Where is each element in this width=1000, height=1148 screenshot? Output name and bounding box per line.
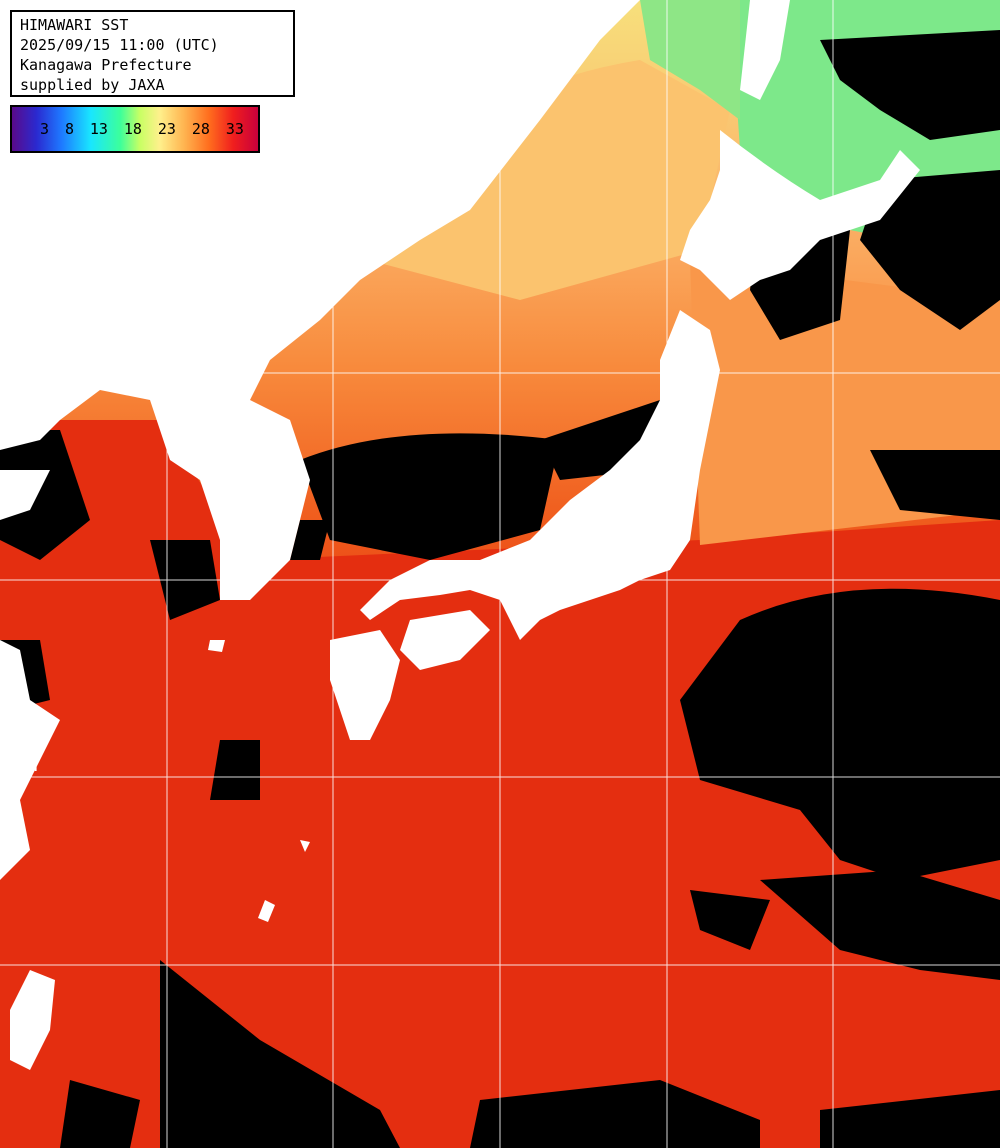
taiwan [10,970,55,1070]
map-title: HIMAWARI SST [20,16,129,34]
legend-tick: 18 [123,120,142,138]
honshu [360,310,720,640]
islet [258,900,275,922]
islet [400,128,425,150]
legend-tick: 33 [225,120,244,138]
cold-sea-sakhalin [640,0,740,120]
lat-label-40n: 40N [14,354,38,369]
china-coast-south [0,640,60,880]
sakhalin [740,0,790,100]
map-credit: supplied by JAXA [20,76,165,94]
color-scale-legend: 3 8 13 18 23 28 33 [10,105,260,153]
hokkaido [680,130,920,300]
map-region: Kanagawa Prefecture [20,56,192,74]
legend-tick: 13 [89,120,108,138]
continent-china-coast [0,470,50,520]
legend-tick: 28 [191,120,210,138]
islet [300,840,310,852]
islet [208,640,225,652]
kyushu [330,630,400,740]
shikoku [400,610,490,670]
map-datetime: 2025/09/15 11:00 (UTC) [20,36,219,54]
info-box: HIMAWARI SST 2025/09/15 11:00 (UTC) Kana… [10,10,295,97]
legend-tick: 23 [157,120,176,138]
cool-sea-north [330,60,730,300]
legend-tick: 8 [64,120,74,138]
lat-label-30n: 30N [14,760,38,775]
legend-tick: 3 [39,120,49,138]
